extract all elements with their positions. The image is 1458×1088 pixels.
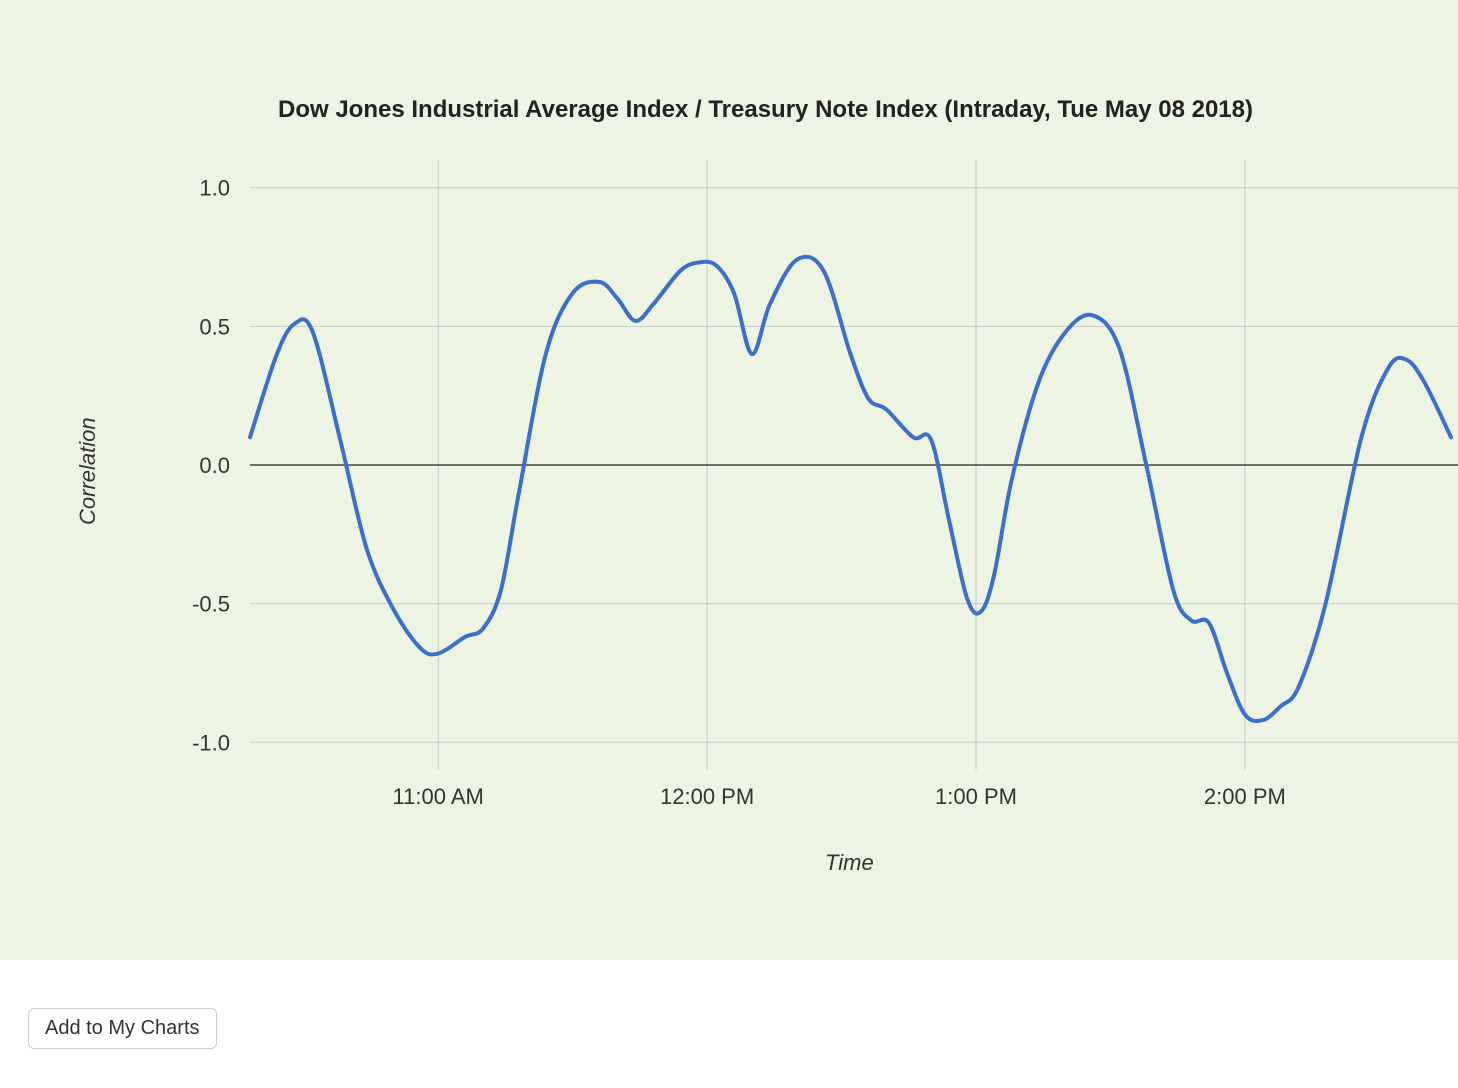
correlation-line-chart: 1.0 0.5 0.0 -0.5 -1.0 11:00 AM 12:00 PM 1:00 PM… — [0, 0, 1458, 960]
svg-text:-0.5: -0.5 — [192, 592, 230, 617]
svg-text:1.0: 1.0 — [199, 176, 230, 201]
svg-text:1:00 PM: 1:00 PM — [935, 784, 1017, 809]
svg-text:2:00 PM: 2:00 PM — [1204, 784, 1286, 809]
svg-text:-1.0: -1.0 — [192, 730, 230, 755]
svg-text:0.5: 0.5 — [199, 314, 230, 339]
svg-text:0.0: 0.0 — [199, 453, 230, 478]
svg-text:12:00 PM: 12:00 PM — [660, 784, 754, 809]
svg-text:11:00 AM: 11:00 AM — [393, 784, 484, 809]
add-to-my-charts-button[interactable]: Add to My Charts — [28, 1008, 217, 1049]
chart-panel: Dow Jones Industrial Average Index / Tre… — [0, 0, 1458, 960]
